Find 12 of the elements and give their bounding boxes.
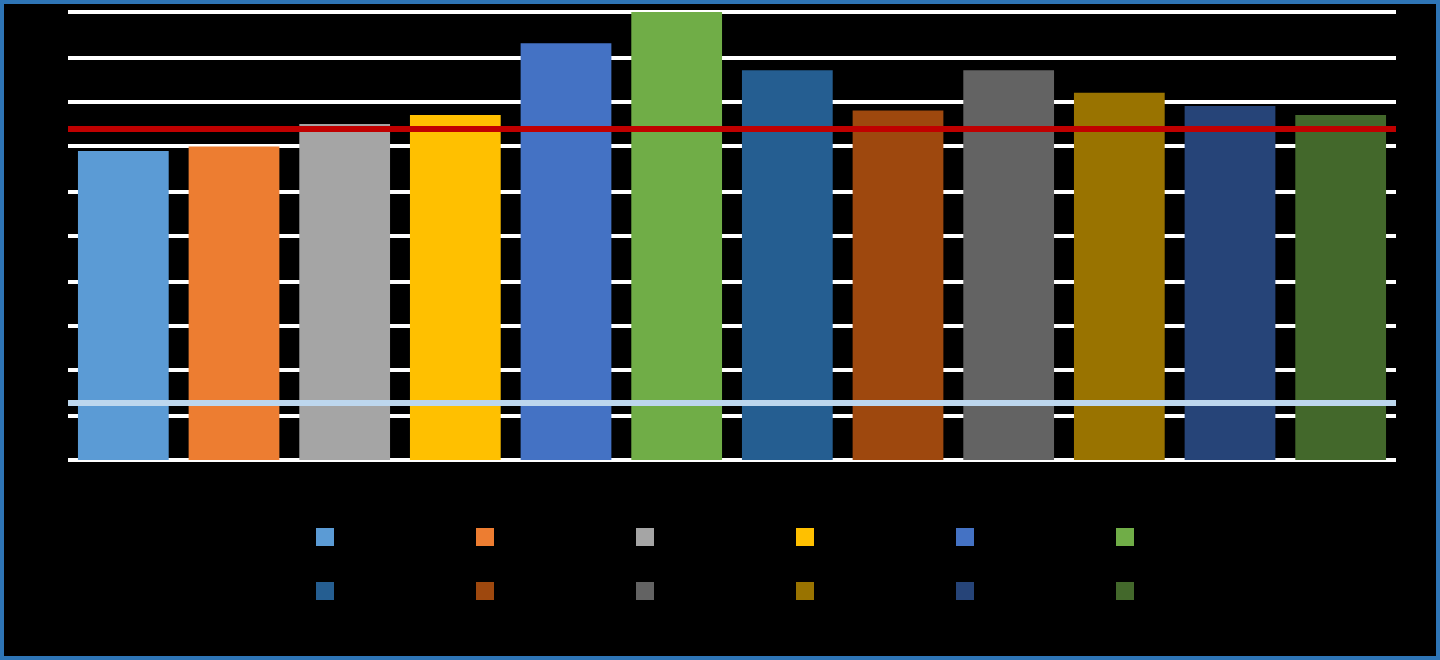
bar bbox=[963, 70, 1055, 460]
bar bbox=[1184, 106, 1276, 460]
bar bbox=[1295, 115, 1387, 460]
bar bbox=[852, 110, 944, 460]
bar bbox=[741, 70, 833, 460]
bar bbox=[520, 43, 612, 460]
bar bbox=[77, 150, 169, 460]
bar bbox=[299, 124, 391, 460]
bar bbox=[1073, 92, 1165, 460]
bar bbox=[188, 146, 280, 460]
bar bbox=[631, 12, 723, 460]
bar bbox=[409, 115, 501, 460]
